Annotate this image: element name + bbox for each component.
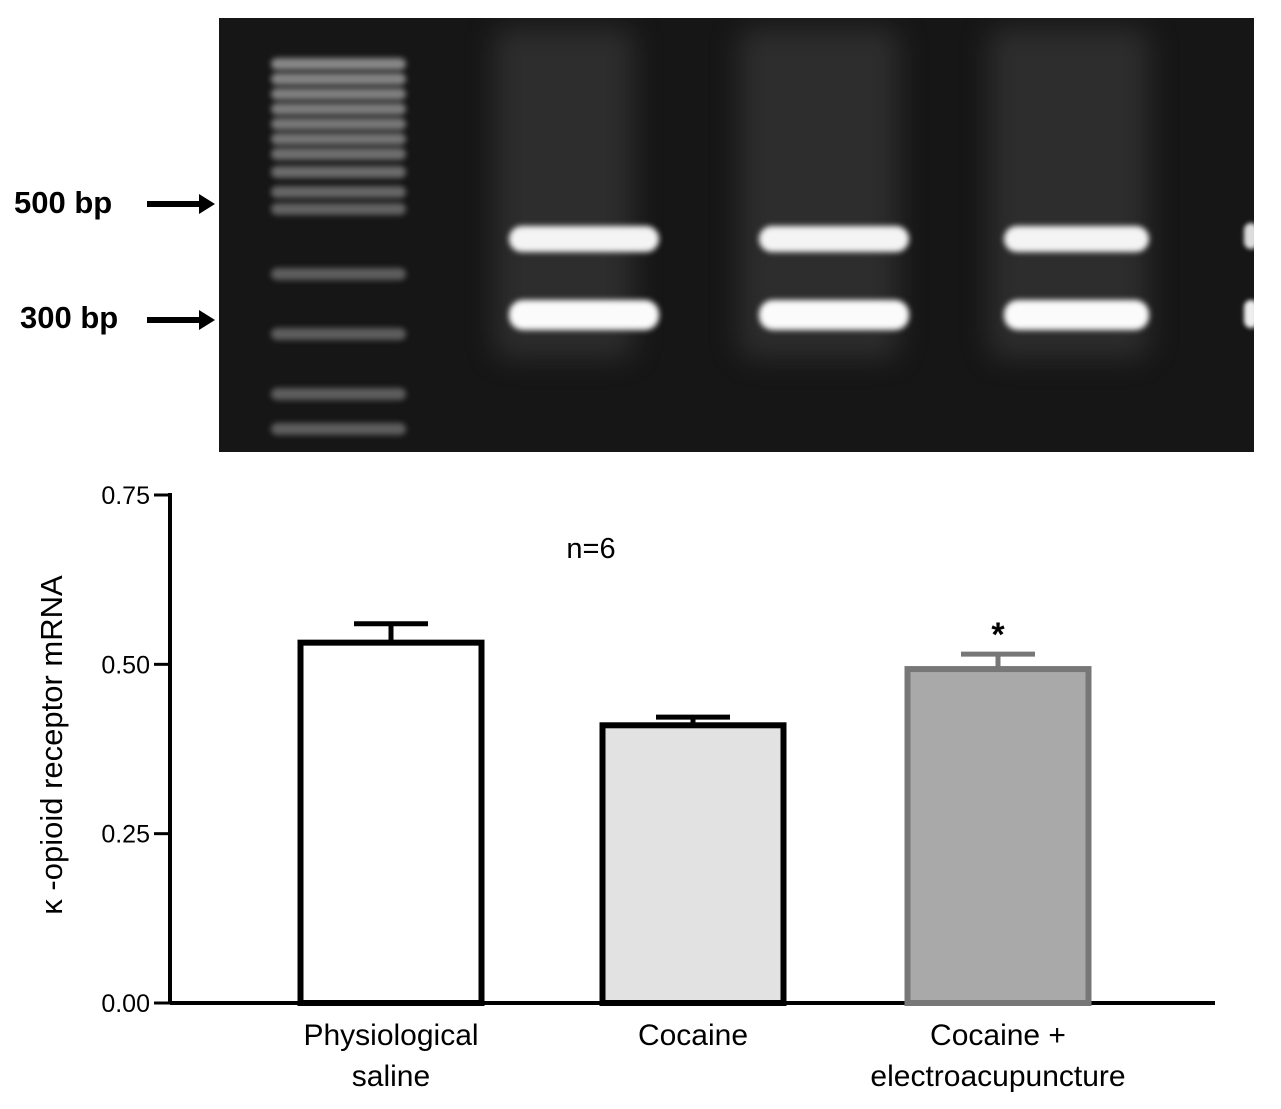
significance-marker: *: [991, 616, 1005, 654]
bar: [301, 643, 482, 1003]
x-tick-label: Cocaine: [638, 1019, 748, 1052]
y-tick-label: 0.25: [101, 821, 150, 849]
y-tick-label: 0.50: [101, 651, 150, 679]
y-axis-label: κ -opioid receptor mRNA: [34, 575, 69, 915]
bar: [908, 669, 1089, 1003]
x-tick-label: Cocaine + electroacupuncture: [870, 1019, 1125, 1093]
x-tick-label: Physiological saline: [303, 1019, 478, 1093]
inset-text: n=6: [566, 533, 615, 565]
bar: [603, 725, 784, 1003]
y-tick-label: 0.75: [101, 482, 150, 510]
y-tick-label: 0.00: [101, 990, 150, 1018]
